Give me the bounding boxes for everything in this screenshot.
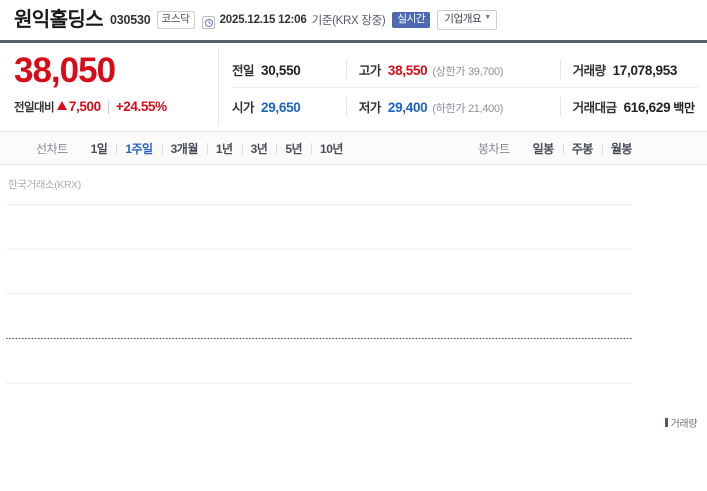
chart-tab-bar: 선차트 1일 1주일 3개월 1년 3년 5년 10년 봉차트 일봉 주봉 월봉: [0, 131, 707, 165]
amount-unit: 백만: [673, 100, 695, 115]
prev-close-label: 전일: [232, 63, 255, 78]
upper-limit: (상한가 39,700): [432, 65, 504, 78]
volume-value: 17,078,953: [612, 62, 678, 78]
price-change-row: 전일대비 7,500 | +24.55%: [14, 99, 214, 115]
volume-legend-label: 거래량: [670, 419, 698, 430]
price-change-value: 7,500: [68, 99, 101, 114]
page-header: 원익홀딩스 030530 코스닥 2025.12.15 12:06 기준(KRX…: [0, 0, 707, 40]
price-chart[interactable]: 한국거래소(KRX) 거래량: [0, 165, 707, 491]
lower-limit: (하한가 21,400): [432, 102, 504, 115]
line-chart-tabs: 선차트 1일 1주일 3개월 1년 3년 5년 10년: [36, 132, 352, 164]
chevron-down-icon: ▼: [484, 14, 491, 22]
volume-label: 거래량: [572, 63, 607, 78]
volume-legend: 거래량: [664, 415, 698, 430]
stock-name: 원익홀딩스: [14, 9, 104, 31]
prev-close-value: 30,550: [261, 62, 301, 78]
tab-10years[interactable]: 10년: [311, 140, 352, 157]
open-value: 29,650: [261, 99, 301, 115]
tab-monthly-candle[interactable]: 월봉: [601, 140, 641, 157]
header-divider: [0, 40, 707, 43]
low-value: 29,400: [387, 99, 428, 115]
tab-1day[interactable]: 1일: [90, 141, 108, 156]
amount-label: 거래대금: [572, 100, 618, 115]
price-change-label: 전일대비: [14, 102, 55, 114]
stats-row-2: 시가 29,650 저가 29,400 (하한가 21,400) 거래대금 61…: [232, 88, 698, 124]
line-chart-title: 선차트: [36, 141, 68, 156]
tab-3years[interactable]: 3년: [241, 140, 277, 157]
chart-canvas[interactable]: [0, 165, 707, 491]
quote-summary: 38,050 전일대비 7,500 | +24.55% 전일 30,550 고가…: [0, 43, 707, 131]
stat-open: 시가 29,650: [232, 97, 346, 116]
stat-amount: 거래대금 616,629 백만: [559, 96, 698, 116]
quote-stats: 전일 30,550 고가 38,550 (상한가 39,700) 거래량 17,…: [232, 51, 698, 124]
price-change-percent: +24.55%: [115, 99, 167, 114]
tab-weekly-candle[interactable]: 주봉: [562, 140, 602, 157]
high-value: 38,550: [387, 62, 428, 78]
quote-timestamp: 2025.12.15 12:06: [219, 14, 307, 26]
stats-row-1: 전일 30,550 고가 38,550 (상한가 39,700) 거래량 17,…: [232, 51, 698, 88]
stat-low: 저가 29,400 (하한가 21,400): [345, 96, 560, 116]
company-overview-button[interactable]: 기업개요 ▼: [437, 10, 497, 30]
open-label: 시가: [232, 100, 255, 115]
clock-icon: [201, 15, 215, 29]
tab-5years[interactable]: 5년: [276, 140, 311, 157]
realtime-badge[interactable]: 실시간: [392, 11, 431, 29]
tab-1year[interactable]: 1년: [206, 140, 242, 157]
triangle-up-icon: [56, 101, 67, 110]
current-price: 38,050: [14, 51, 116, 90]
volume-swatch-icon: [664, 418, 668, 427]
low-label: 저가: [358, 100, 382, 115]
tab-3months[interactable]: 3개월: [161, 140, 207, 157]
quote-basis: 기준(KRX 장중): [311, 15, 386, 27]
tab-daily-candle[interactable]: 일봉: [532, 141, 555, 156]
market-badge: 코스닥: [156, 11, 195, 29]
change-separator: |: [106, 99, 111, 114]
company-overview-label: 기업개요: [444, 13, 482, 26]
current-price-block: 38,050 전일대비 7,500 | +24.55%: [14, 53, 214, 115]
tab-1week[interactable]: 1주일: [116, 140, 161, 157]
candle-chart-title: 봉차트: [478, 141, 510, 156]
high-label: 고가: [358, 63, 382, 78]
chart-source-label: 한국거래소(KRX): [8, 179, 81, 191]
stat-prev-close: 전일 30,550: [232, 60, 346, 79]
stat-high: 고가 38,550 (상한가 39,700): [345, 59, 560, 79]
amount-value: 616,629: [623, 99, 671, 115]
stat-volume: 거래량 17,078,953: [559, 59, 698, 79]
stock-code: 030530: [110, 13, 151, 27]
candle-chart-tabs: 봉차트 일봉 주봉 월봉: [478, 132, 641, 164]
summary-divider: [218, 48, 219, 126]
